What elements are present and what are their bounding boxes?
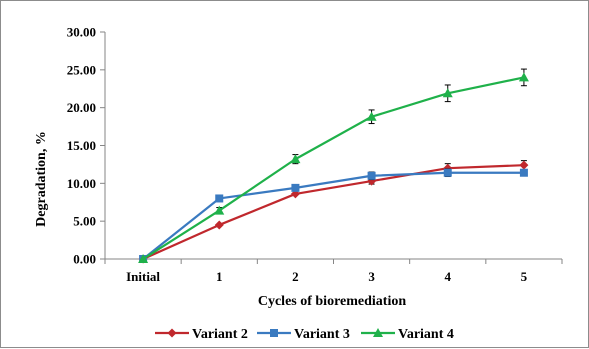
data-point-variant-3 bbox=[291, 183, 300, 192]
data-point-variant-4 bbox=[518, 72, 529, 82]
legend-label: Variant 3 bbox=[294, 327, 350, 342]
series-variant-4 bbox=[138, 68, 529, 263]
series-line-variant-2 bbox=[142, 164, 524, 261]
data-point-variant-3 bbox=[519, 168, 528, 177]
legend-item-variant-4: Variant 4 bbox=[361, 327, 454, 342]
series-variant-2 bbox=[138, 160, 529, 264]
data-point-variant-4 bbox=[366, 111, 377, 121]
x-tick-label: 5 bbox=[521, 269, 528, 284]
x-tick-label: 4 bbox=[445, 269, 452, 284]
legend-item-variant-2: Variant 2 bbox=[155, 327, 248, 342]
data-point-variant-4 bbox=[290, 154, 301, 164]
y-tick-label: 10.00 bbox=[67, 176, 96, 191]
y-tick-label: 25.00 bbox=[67, 62, 96, 77]
x-tick-label: Initial bbox=[126, 269, 160, 284]
axes bbox=[104, 32, 562, 260]
data-point-variant-2 bbox=[214, 220, 224, 230]
series-line-variant-4 bbox=[142, 76, 525, 260]
legend-item-variant-3: Variant 3 bbox=[257, 327, 350, 342]
y-tick-label: 30.00 bbox=[67, 25, 96, 40]
legend-swatch-marker bbox=[167, 328, 177, 338]
y-tick-label: 5.00 bbox=[73, 214, 96, 229]
legend-label: Variant 2 bbox=[192, 327, 248, 342]
y-tick-label: 15.00 bbox=[67, 138, 96, 153]
series-variant-3 bbox=[139, 168, 528, 263]
data-point-variant-2 bbox=[519, 160, 529, 170]
y-axis-title: Degradation, % bbox=[34, 131, 49, 227]
x-axis-ticks: Initial 1 2 3 4 5 bbox=[104, 259, 563, 284]
y-axis-ticks: 0.00 5.00 10.00 15.00 20.00 25.00 30.00 bbox=[67, 25, 105, 267]
series-layer bbox=[138, 68, 529, 264]
x-tick-label: 3 bbox=[368, 269, 375, 284]
legend: Variant 2 Variant 3 Variant 4 bbox=[155, 327, 454, 342]
data-point-variant-4 bbox=[442, 88, 453, 98]
series-line-variant-3 bbox=[142, 171, 524, 260]
legend-swatch-marker bbox=[270, 329, 278, 337]
data-point-variant-3 bbox=[367, 171, 376, 180]
x-tick-label: 2 bbox=[292, 269, 299, 284]
data-point-variant-4 bbox=[138, 254, 149, 263]
data-point-variant-3 bbox=[215, 194, 224, 203]
legend-swatch-marker bbox=[373, 328, 383, 337]
data-point-variant-4 bbox=[214, 205, 225, 215]
y-tick-label: 0.00 bbox=[73, 252, 96, 267]
x-axis-title: Cycles of bioremediation bbox=[258, 294, 406, 309]
legend-label: Variant 4 bbox=[398, 327, 454, 342]
data-point-variant-3 bbox=[443, 168, 452, 177]
y-tick-label: 20.00 bbox=[67, 100, 96, 115]
x-tick-label: 1 bbox=[216, 269, 223, 284]
